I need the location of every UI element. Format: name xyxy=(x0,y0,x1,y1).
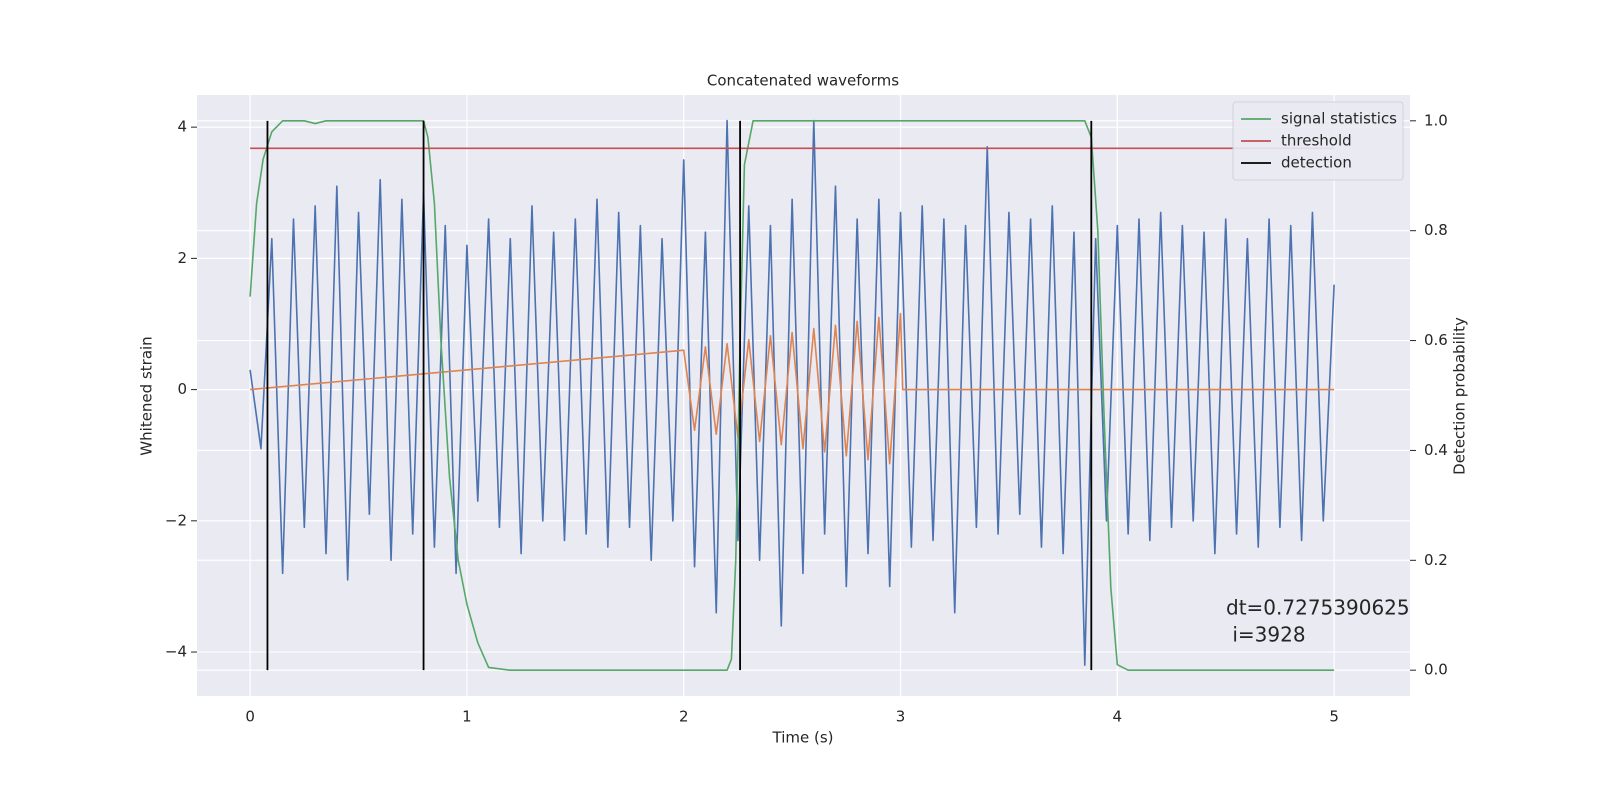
y2-axis-label: Detection probability xyxy=(1451,317,1469,475)
x-tick-label: 5 xyxy=(1329,708,1339,726)
y2-tick-label: 0.4 xyxy=(1424,441,1448,459)
y2-tick-label: 0.8 xyxy=(1424,221,1448,239)
chart-title: Concatenated waveforms xyxy=(707,72,899,90)
legend-label: detection xyxy=(1281,154,1352,172)
y2-tick-label: 0.0 xyxy=(1424,661,1448,679)
x-tick-label: 3 xyxy=(896,708,906,726)
y-tick-label: 0 xyxy=(177,380,187,398)
y-tick-label: 4 xyxy=(177,118,187,136)
legend-label: signal statistics xyxy=(1281,110,1397,128)
annotation: i=3928 xyxy=(1226,623,1306,647)
y-tick-label: 2 xyxy=(177,249,187,267)
x-axis-label: Time (s) xyxy=(772,729,834,747)
y2-tick-label: 1.0 xyxy=(1424,111,1448,129)
annotation: dt=0.7275390625 xyxy=(1226,596,1410,620)
x-tick-label: 2 xyxy=(679,708,689,726)
y-tick-label: −2 xyxy=(165,511,187,529)
x-tick-label: 0 xyxy=(245,708,255,726)
legend-box xyxy=(1232,101,1404,181)
y2-tick-label: 0.6 xyxy=(1424,331,1448,349)
x-tick-label: 1 xyxy=(462,708,472,726)
series-line xyxy=(249,119,1335,666)
x-tick-label: 4 xyxy=(1113,708,1123,726)
y-tick-label: −4 xyxy=(165,643,187,661)
y2-tick-label: 0.2 xyxy=(1424,551,1448,569)
legend: signal statistics threshold detection xyxy=(1232,101,1404,181)
legend-label: threshold xyxy=(1281,132,1352,150)
plot-area xyxy=(197,95,1410,696)
series-line xyxy=(250,312,1335,465)
series-line xyxy=(249,120,1335,671)
y-axis-label: Whitened strain xyxy=(138,336,156,455)
